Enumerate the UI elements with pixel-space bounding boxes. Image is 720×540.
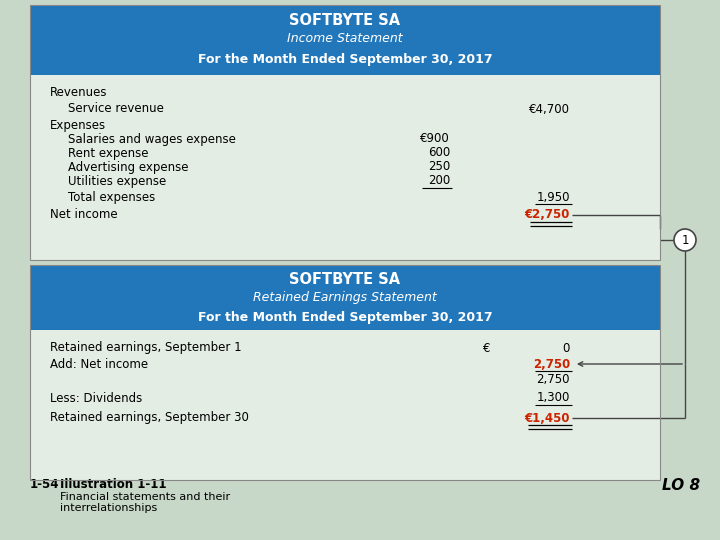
Circle shape: [674, 229, 696, 251]
Text: Income Statement: Income Statement: [287, 32, 402, 45]
Text: For the Month Ended September 30, 2017: For the Month Ended September 30, 2017: [198, 310, 492, 323]
Text: Retained earnings, September 30: Retained earnings, September 30: [50, 411, 249, 424]
Text: 250: 250: [428, 160, 450, 173]
Text: SOFTBYTE SA: SOFTBYTE SA: [289, 272, 400, 287]
Text: €2,750: €2,750: [525, 208, 570, 221]
Text: 1,950: 1,950: [536, 191, 570, 204]
Text: Expenses: Expenses: [50, 118, 106, 132]
Text: Illustration 1-11: Illustration 1-11: [60, 478, 166, 491]
Text: 1: 1: [681, 233, 689, 246]
Text: €4,700: €4,700: [529, 103, 570, 116]
Text: Utilities expense: Utilities expense: [68, 174, 166, 187]
Text: Advertising expense: Advertising expense: [68, 160, 189, 173]
Bar: [30, 330, 660, 480]
Text: 200: 200: [428, 174, 450, 187]
Text: SOFTBYTE SA: SOFTBYTE SA: [289, 13, 400, 28]
Text: Total expenses: Total expenses: [68, 191, 156, 204]
Text: LO 8: LO 8: [662, 477, 700, 492]
Text: 0: 0: [562, 341, 570, 354]
Text: interrelationships: interrelationships: [60, 503, 157, 513]
Text: 1,300: 1,300: [536, 392, 570, 404]
Text: 1-54: 1-54: [30, 478, 60, 491]
Text: Service revenue: Service revenue: [68, 103, 164, 116]
Bar: [30, 5, 660, 75]
Text: 2,750: 2,750: [533, 357, 570, 370]
Text: 600: 600: [428, 146, 450, 159]
Text: Net income: Net income: [50, 208, 117, 221]
Bar: [30, 265, 660, 480]
Bar: [30, 265, 660, 330]
Text: Less: Dividends: Less: Dividends: [50, 392, 143, 404]
Text: €1,450: €1,450: [524, 411, 570, 424]
Text: For the Month Ended September 30, 2017: For the Month Ended September 30, 2017: [198, 53, 492, 66]
Text: €900: €900: [420, 132, 450, 145]
Text: Revenues: Revenues: [50, 86, 107, 99]
Text: Retained Earnings Statement: Retained Earnings Statement: [253, 291, 437, 304]
Text: €: €: [482, 341, 490, 354]
Text: 2,750: 2,750: [536, 374, 570, 387]
Text: Rent expense: Rent expense: [68, 146, 148, 159]
Text: Salaries and wages expense: Salaries and wages expense: [68, 132, 236, 145]
Text: Retained earnings, September 1: Retained earnings, September 1: [50, 341, 242, 354]
Text: Financial statements and their: Financial statements and their: [60, 492, 230, 502]
Bar: [30, 5, 660, 260]
Text: Add: Net income: Add: Net income: [50, 357, 148, 370]
Bar: [30, 75, 660, 260]
